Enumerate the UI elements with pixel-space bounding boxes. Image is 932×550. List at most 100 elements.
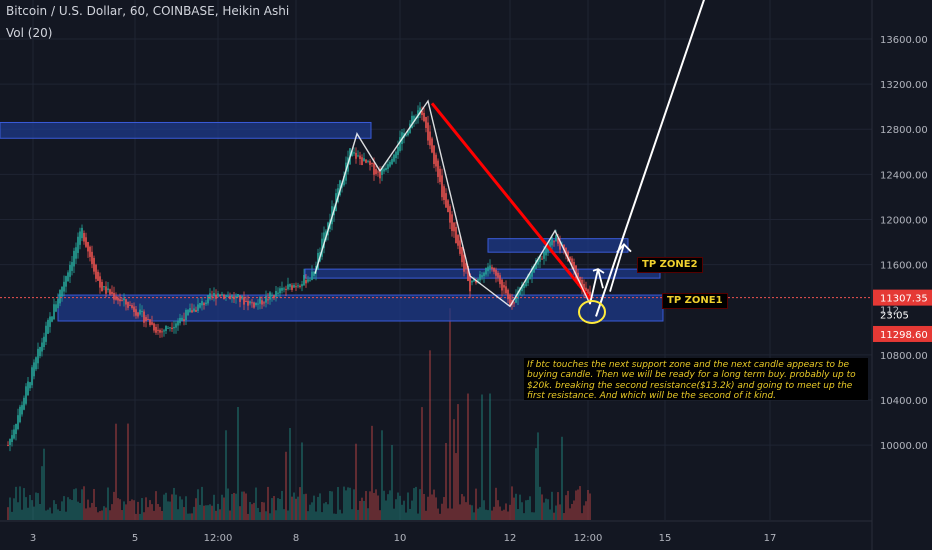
volume-bar xyxy=(115,423,117,520)
volume-bar xyxy=(393,508,395,520)
candle-body xyxy=(117,298,119,301)
volume-bar xyxy=(471,505,473,520)
candle-body xyxy=(343,175,345,186)
candle-body xyxy=(503,285,505,288)
volume-bar xyxy=(569,508,571,520)
candle-body xyxy=(369,161,371,166)
candle-body xyxy=(391,158,393,165)
volume-bar xyxy=(335,513,337,520)
candle-body xyxy=(575,265,577,281)
volume-bar xyxy=(417,513,419,520)
volume-bar xyxy=(225,430,227,520)
candle-body xyxy=(549,241,551,250)
candle-body xyxy=(291,285,293,290)
candle-body xyxy=(195,309,197,312)
volume-bar xyxy=(485,509,487,520)
volume-bar xyxy=(533,512,535,520)
volume-bar xyxy=(547,499,549,520)
x-tick-label: 12:00 xyxy=(204,533,233,544)
volume-bar xyxy=(437,508,439,520)
tp-zone2-label: TP ZONE2 xyxy=(637,257,703,273)
volume-bar xyxy=(117,498,119,520)
candle-body xyxy=(539,255,541,262)
candle-body xyxy=(99,276,101,288)
candle-body xyxy=(81,227,83,239)
candle-body xyxy=(79,231,81,245)
volume-bar xyxy=(67,497,69,520)
candle-body xyxy=(443,186,445,201)
candle-body xyxy=(477,279,479,282)
candle-body xyxy=(221,294,223,296)
candle-body xyxy=(207,295,209,304)
candle-body xyxy=(111,291,113,294)
candle-body xyxy=(457,235,459,246)
candle-body xyxy=(157,329,159,331)
volume-bar xyxy=(205,505,207,520)
candle-body xyxy=(245,300,247,302)
volume-bar xyxy=(181,499,183,520)
volume-bar xyxy=(55,504,57,520)
volume-bar xyxy=(43,448,45,520)
countdown: 23:05 xyxy=(880,311,909,322)
candle-body xyxy=(363,158,365,162)
volume-bar xyxy=(577,489,579,520)
candle-body xyxy=(389,161,391,167)
volume-bar xyxy=(221,494,223,520)
x-tick-label: 15 xyxy=(659,533,672,544)
volume-bar xyxy=(321,512,323,520)
volume-bar xyxy=(423,493,425,520)
volume-bar xyxy=(449,308,451,520)
volume-indicator-label[interactable]: Vol (20) xyxy=(6,26,53,40)
volume-bar xyxy=(291,496,293,520)
volume-bar xyxy=(133,500,135,520)
candle-body xyxy=(249,301,251,304)
volume-bar xyxy=(109,510,111,520)
volume-bar xyxy=(157,503,159,520)
volume-bar xyxy=(303,494,305,520)
candle-body xyxy=(455,227,457,244)
volume-bar xyxy=(317,496,319,520)
volume-bar xyxy=(7,507,9,520)
volume-bar xyxy=(19,486,21,520)
candle-body xyxy=(571,258,573,266)
volume-bar xyxy=(259,512,261,520)
volume-bar xyxy=(451,508,453,520)
candle-body xyxy=(297,285,299,287)
candle-body xyxy=(141,311,143,313)
volume-bar xyxy=(497,500,499,520)
volume-bar xyxy=(37,493,39,520)
candle-body xyxy=(357,155,359,157)
candle-body xyxy=(85,237,87,247)
candle-body xyxy=(15,423,17,435)
volume-bar xyxy=(179,496,181,520)
volume-bar xyxy=(567,490,569,520)
candle-body xyxy=(55,304,57,312)
candle-body xyxy=(191,310,193,313)
y-tick-label: 10400.00 xyxy=(880,396,928,407)
candle-body xyxy=(159,330,161,333)
candle-body xyxy=(497,272,499,278)
volume-bar xyxy=(385,500,387,520)
symbol-title[interactable]: Bitcoin / U.S. Dollar, 60, COINBASE, Hei… xyxy=(6,4,290,18)
volume-bar xyxy=(489,393,491,520)
volume-bar xyxy=(237,406,239,520)
volume-bar xyxy=(571,503,573,520)
candle-body xyxy=(395,151,397,159)
y-tick-label: 12400.00 xyxy=(880,170,928,181)
candle-body xyxy=(161,331,163,333)
volume-bar xyxy=(469,504,471,520)
volume-bar xyxy=(581,513,583,520)
candle-body xyxy=(423,112,425,122)
volume-bar xyxy=(441,503,443,520)
volume-bar xyxy=(185,496,187,520)
candle-body xyxy=(499,275,501,285)
candle-body xyxy=(69,264,71,277)
candle-body xyxy=(257,303,259,305)
x-tick-label: 17 xyxy=(764,533,777,544)
volume-bar xyxy=(309,504,311,520)
candle-body xyxy=(279,288,281,294)
candle-body xyxy=(185,310,187,321)
candle-body xyxy=(565,247,567,256)
volume-bar xyxy=(429,350,431,520)
